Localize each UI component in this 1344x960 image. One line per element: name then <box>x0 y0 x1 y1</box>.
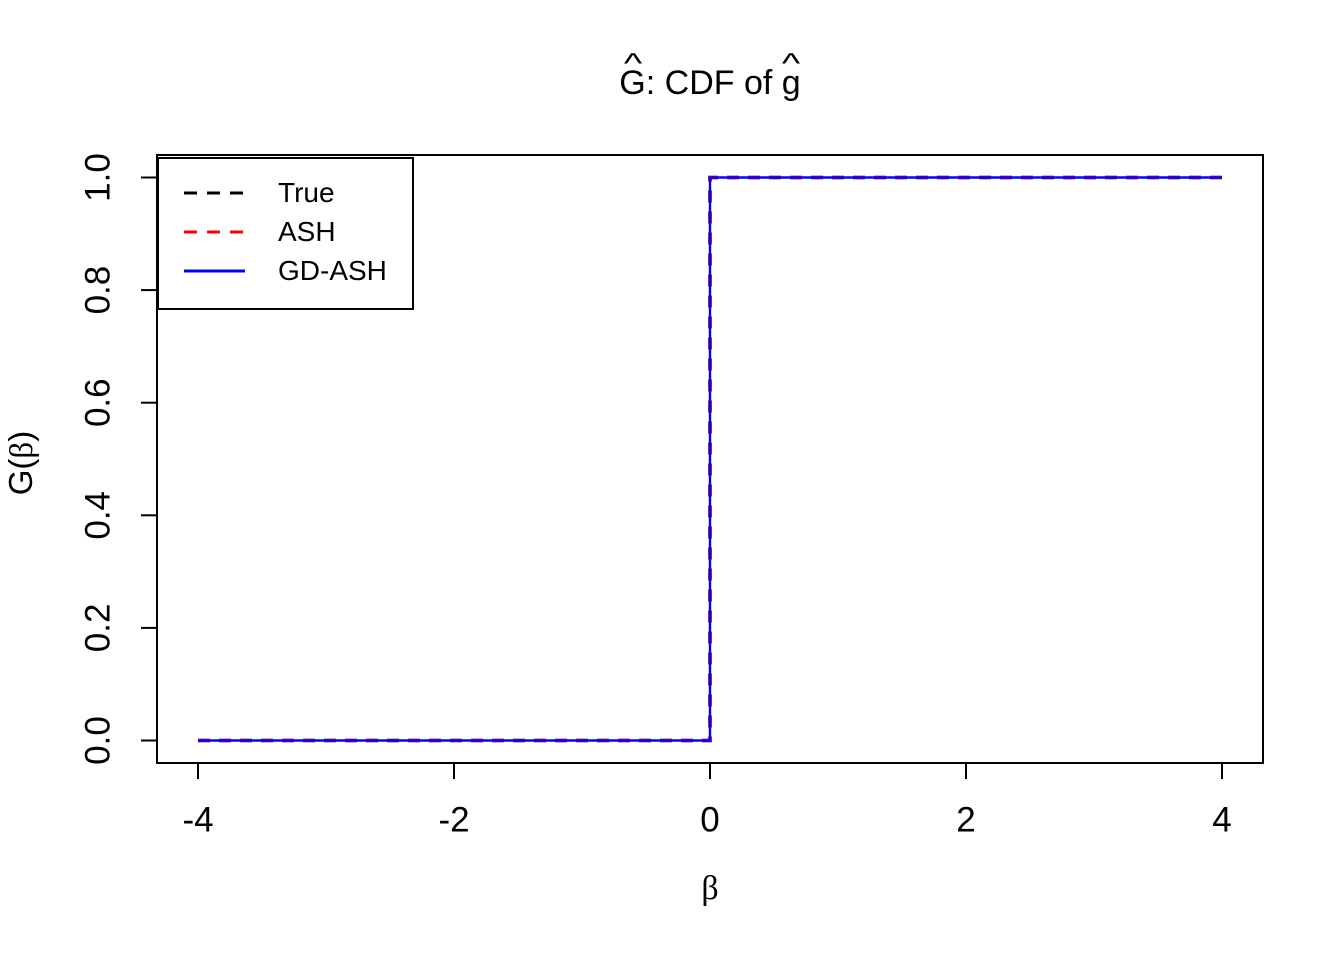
y-axis: 0.0 0.2 0.4 0.6 0.8 1.0 <box>79 153 157 765</box>
dashed-line-swatch <box>184 230 245 233</box>
legend-item-gd-ash: GD-ASH <box>183 251 412 290</box>
g-upper-hat-group: ^G <box>0 470 43 496</box>
data-series-group <box>198 175 1222 743</box>
legend-item-ash: ASH <box>183 212 412 251</box>
x-tick-label: 0 <box>700 801 719 840</box>
hat-accent: ^ <box>623 47 642 80</box>
hat-accent: ^ <box>782 47 801 80</box>
hat-accent: ^ <box>0 474 12 492</box>
x-axis: -4 -2 0 2 4 <box>182 763 1232 840</box>
x-tick-label: -4 <box>182 801 213 840</box>
beta-symbol: β <box>4 441 40 459</box>
y-tick-label: 0.0 <box>79 716 118 765</box>
x-tick-label: -2 <box>438 801 469 840</box>
y-label-close-paren: ) <box>2 430 39 442</box>
g-lower-hat-group: ^ g <box>781 49 801 102</box>
chart-title: ^ G: CDF of ^ g <box>157 49 1263 102</box>
legend-label-ash: ASH <box>278 215 336 247</box>
y-label-open-paren: ( <box>2 458 39 470</box>
y-tick-label: 0.8 <box>79 266 118 315</box>
legend-item-true: True <box>183 173 412 212</box>
title-middle-text: : CDF of <box>645 64 782 102</box>
solid-line-swatch <box>184 269 245 272</box>
x-axis-title: β <box>157 868 1263 910</box>
y-tick-label: 0.2 <box>79 604 118 653</box>
y-tick-label: 0.4 <box>79 491 118 540</box>
beta-symbol: β <box>701 870 719 907</box>
legend-label-gd-ash: GD-ASH <box>278 254 387 286</box>
legend-label-true: True <box>278 176 335 208</box>
y-axis-title: ^G(β) <box>0 383 43 543</box>
title-letter-g: g <box>781 64 801 102</box>
title-letter-G: G <box>619 64 646 102</box>
y-tick-label: 1.0 <box>79 153 118 202</box>
x-tick-label: 2 <box>956 801 975 840</box>
cdf-step-line-gd-ash <box>198 176 1222 742</box>
y-tick-label: 0.6 <box>79 378 118 427</box>
x-tick-label: 4 <box>1212 801 1231 840</box>
dashed-line-swatch <box>184 191 245 194</box>
legend: True ASH GD-ASH <box>157 157 414 310</box>
g-upper-hat-group: ^G <box>619 49 646 102</box>
